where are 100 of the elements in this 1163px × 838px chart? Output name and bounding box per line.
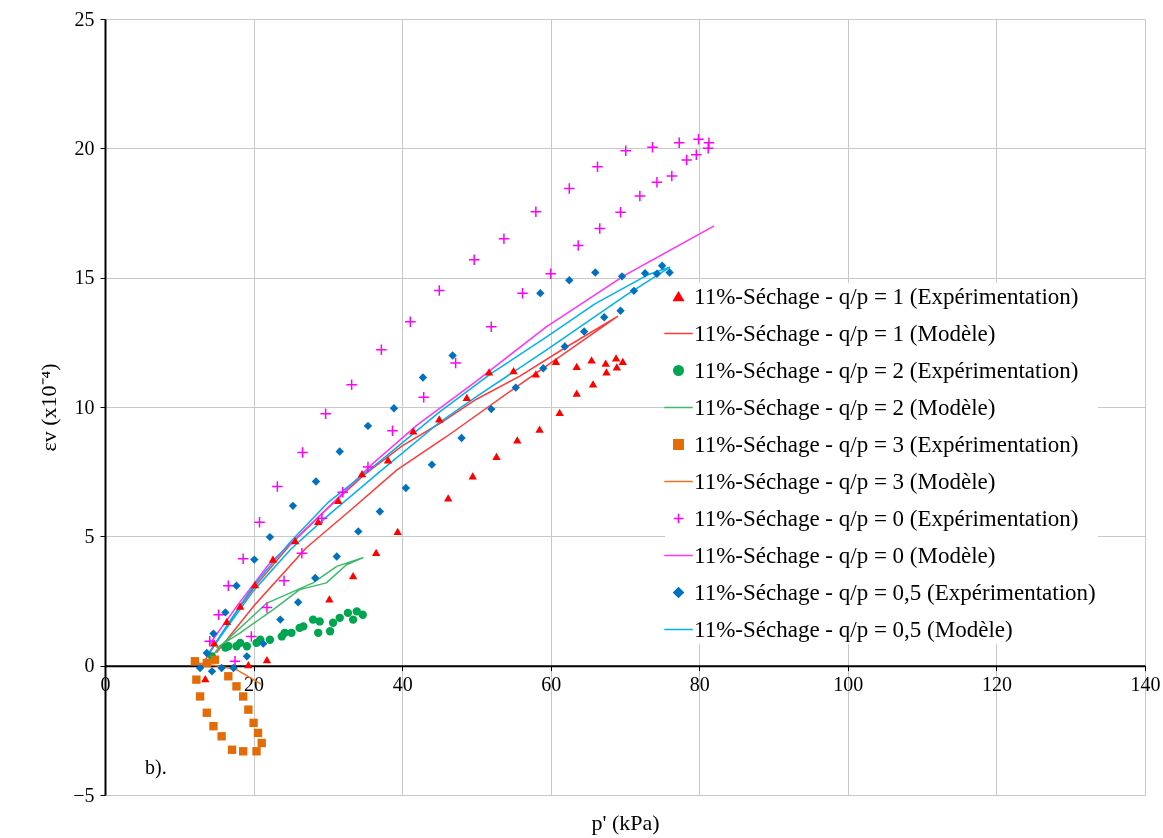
x-tick-label: 20 [244,673,265,696]
legend-label: 11%-Séchage - q/p = 0 (Expérimentation) [694,505,1079,531]
point [237,552,250,565]
point [242,652,252,661]
point [389,404,399,413]
point [249,718,258,728]
point [260,601,273,614]
point [565,276,574,285]
point [457,433,466,443]
point [335,613,344,622]
x-axis-title: p' (kPa) [591,809,660,835]
point [265,635,275,644]
point [280,628,289,637]
point [448,351,457,360]
point [531,370,541,378]
point [492,452,501,461]
point [238,747,248,756]
point [227,745,237,754]
x-tick-label: 40 [392,673,413,696]
point [433,284,446,297]
point [202,648,211,658]
point [484,368,494,376]
point [265,532,275,542]
point [601,359,610,367]
point [692,133,705,146]
point [444,494,453,502]
point [375,343,388,356]
point [315,512,328,525]
y-tick-label: 15 [74,266,95,289]
x-tick-label: 140 [1130,673,1161,696]
point [354,527,363,536]
point [232,581,241,590]
point [646,141,659,154]
point [572,389,581,397]
point [257,738,266,748]
point [268,555,278,563]
point [238,692,248,701]
point [232,682,241,691]
point [386,424,399,437]
point [244,661,253,669]
legend-label: 11%-Séchage - q/p = 2 (Modèle) [694,394,996,420]
point [236,602,245,610]
point [363,421,373,431]
point [487,404,496,414]
point [334,496,343,504]
point [278,574,291,587]
point [195,663,205,673]
point [252,747,261,756]
point [529,205,542,218]
point [485,320,498,333]
point [600,313,609,322]
point [560,342,570,351]
point [650,176,663,189]
point [212,608,225,621]
point [217,732,226,741]
point [358,610,367,619]
point [468,253,481,266]
point [579,327,589,336]
point [209,722,218,731]
point [295,547,308,560]
point [335,447,344,456]
point [319,407,332,420]
point [511,383,520,392]
point [221,608,230,617]
point [253,516,266,529]
point [375,507,385,516]
point [236,638,245,648]
legend-label: 11%-Séchage - q/p = 2 (Expérimentation) [694,357,1079,383]
y-axis-title: εv (x10⁻⁴) [36,363,62,452]
point [308,615,318,624]
point [657,261,667,270]
legend-label: 11%-Séchage - q/p = 0,5 (Modèle) [694,616,1013,642]
point [618,357,627,366]
point [616,306,625,315]
point [680,153,693,166]
point [409,427,418,435]
point [332,552,341,561]
point [325,595,334,603]
point [551,357,561,366]
point [536,289,545,298]
point [593,222,606,235]
point [276,615,285,624]
point [245,630,258,643]
point [315,617,324,626]
point [611,354,621,362]
point [314,628,323,637]
point [563,182,576,195]
point [343,608,353,618]
point [544,267,557,280]
point [614,206,627,219]
point [224,672,233,681]
legend-label: 11%-Séchage - q/p = 0,5 (Expérimentation) [694,579,1096,605]
point [250,581,260,589]
point [222,617,232,626]
point [401,483,411,493]
point [271,480,284,493]
point [311,477,321,486]
y-tick-label: 20 [74,136,95,159]
point [633,189,646,202]
point [588,380,598,388]
